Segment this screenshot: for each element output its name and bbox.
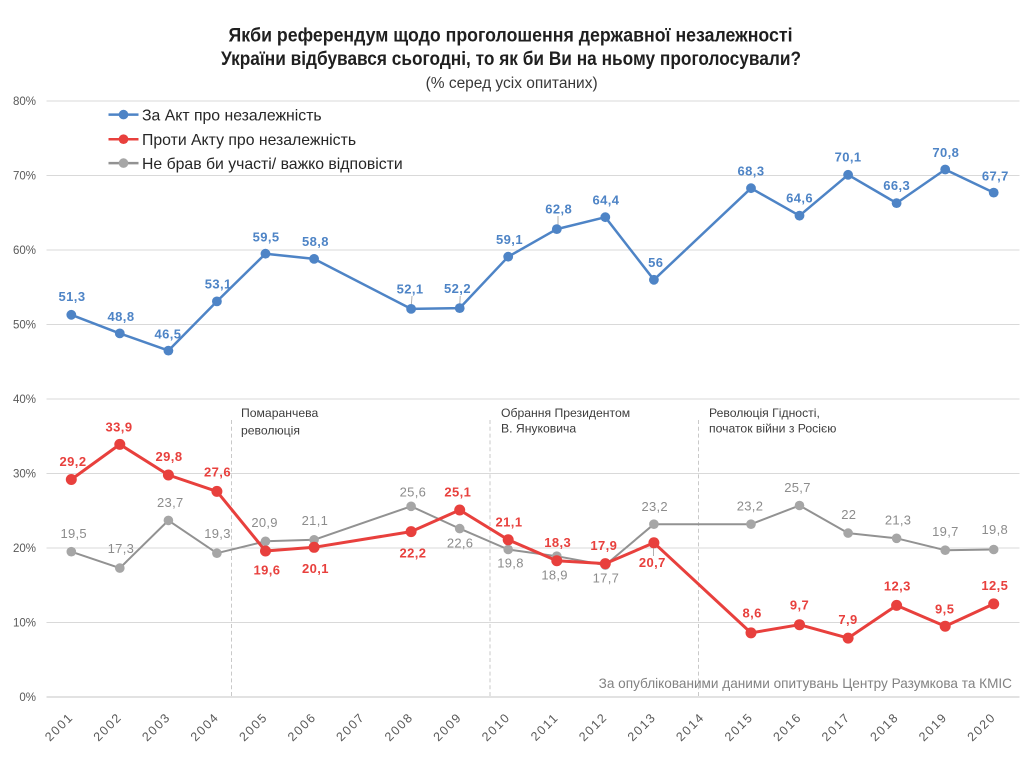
svg-text:22,2: 22,2 bbox=[399, 545, 426, 560]
svg-text:23,7: 23,7 bbox=[157, 495, 184, 510]
svg-text:20,7: 20,7 bbox=[639, 555, 666, 570]
svg-text:За опублікованими даними опиту: За опублікованими даними опитувань Центр… bbox=[599, 676, 1013, 691]
svg-text:21,1: 21,1 bbox=[302, 513, 329, 528]
svg-text:12,5: 12,5 bbox=[981, 578, 1008, 593]
svg-text:В. Януковича: В. Януковича bbox=[501, 422, 576, 436]
svg-text:Помаранчева: Помаранчева bbox=[241, 406, 318, 420]
svg-text:Революція Гідності,: Революція Гідності, bbox=[709, 406, 820, 420]
svg-text:68,3: 68,3 bbox=[738, 163, 765, 178]
svg-text:17,7: 17,7 bbox=[593, 571, 620, 586]
svg-text:20,9: 20,9 bbox=[251, 515, 278, 530]
svg-text:58,8: 58,8 bbox=[302, 234, 329, 249]
svg-text:18,3: 18,3 bbox=[544, 535, 571, 550]
svg-text:Не брав би участі/ важко відпо: Не брав би участі/ важко відповісти bbox=[142, 156, 403, 173]
svg-text:17,3: 17,3 bbox=[108, 541, 135, 556]
svg-text:19,6: 19,6 bbox=[253, 562, 280, 577]
svg-text:80%: 80% bbox=[13, 96, 36, 108]
svg-text:29,8: 29,8 bbox=[156, 449, 183, 464]
svg-text:70,8: 70,8 bbox=[932, 145, 959, 160]
svg-text:21,1: 21,1 bbox=[496, 515, 523, 530]
svg-text:62,8: 62,8 bbox=[545, 201, 572, 216]
svg-text:12,3: 12,3 bbox=[884, 579, 911, 594]
svg-text:21,3: 21,3 bbox=[885, 513, 912, 528]
svg-text:17,9: 17,9 bbox=[590, 538, 617, 553]
svg-text:23,2: 23,2 bbox=[737, 499, 764, 514]
svg-text:30%: 30% bbox=[13, 469, 36, 481]
svg-text:За Акт про незалежність: За Акт про незалежність bbox=[142, 107, 322, 124]
svg-text:64,6: 64,6 bbox=[786, 191, 813, 206]
svg-text:59,5: 59,5 bbox=[253, 229, 280, 244]
svg-text:53,1: 53,1 bbox=[205, 276, 232, 291]
svg-text:50%: 50% bbox=[13, 320, 36, 332]
svg-text:48,8: 48,8 bbox=[108, 309, 135, 324]
svg-text:25,7: 25,7 bbox=[784, 480, 811, 495]
svg-text:19,8: 19,8 bbox=[982, 522, 1009, 537]
svg-text:33,9: 33,9 bbox=[106, 420, 133, 435]
svg-text:25,6: 25,6 bbox=[400, 485, 427, 500]
svg-text:Обрання Президентом: Обрання Президентом bbox=[501, 406, 630, 420]
svg-text:56: 56 bbox=[648, 255, 663, 270]
svg-text:67,7: 67,7 bbox=[982, 168, 1009, 183]
svg-text:66,3: 66,3 bbox=[883, 178, 910, 193]
svg-text:19,5: 19,5 bbox=[60, 526, 87, 541]
svg-text:20%: 20% bbox=[13, 543, 36, 555]
svg-text:7,9: 7,9 bbox=[838, 612, 857, 627]
svg-text:52,2: 52,2 bbox=[444, 281, 471, 296]
svg-text:60%: 60% bbox=[13, 245, 36, 257]
svg-text:29,2: 29,2 bbox=[60, 454, 87, 469]
svg-text:59,1: 59,1 bbox=[496, 232, 523, 247]
svg-text:України відбувався сьогодні, т: України відбувався сьогодні, то як би Ви… bbox=[221, 49, 801, 70]
svg-text:23,2: 23,2 bbox=[641, 499, 668, 514]
svg-text:20,1: 20,1 bbox=[302, 561, 329, 576]
svg-text:Якби референдум щодо проголоше: Якби референдум щодо проголошення держав… bbox=[229, 25, 793, 46]
svg-text:19,7: 19,7 bbox=[932, 524, 959, 539]
svg-text:9,7: 9,7 bbox=[790, 598, 809, 613]
svg-text:19,8: 19,8 bbox=[497, 556, 524, 571]
svg-text:46,5: 46,5 bbox=[154, 327, 181, 342]
svg-text:18,9: 18,9 bbox=[541, 567, 568, 582]
svg-text:70,1: 70,1 bbox=[835, 150, 862, 165]
svg-text:22,6: 22,6 bbox=[447, 536, 474, 551]
svg-text:Проти Акту про незалежність: Проти Акту про незалежність bbox=[142, 132, 356, 149]
svg-text:64,4: 64,4 bbox=[592, 193, 619, 208]
svg-text:0%: 0% bbox=[19, 692, 36, 704]
svg-text:25,1: 25,1 bbox=[444, 485, 471, 500]
svg-text:52,1: 52,1 bbox=[397, 282, 424, 297]
svg-text:19,3: 19,3 bbox=[204, 526, 231, 541]
svg-text:70%: 70% bbox=[13, 171, 36, 183]
svg-text:9,5: 9,5 bbox=[935, 601, 954, 616]
svg-text:8,6: 8,6 bbox=[742, 605, 761, 620]
svg-text:40%: 40% bbox=[13, 394, 36, 406]
svg-text:51,3: 51,3 bbox=[59, 289, 86, 304]
svg-text:22: 22 bbox=[841, 507, 856, 522]
svg-text:(% серед усіх опитаних): (% серед усіх опитаних) bbox=[426, 75, 598, 92]
svg-text:10%: 10% bbox=[13, 618, 36, 630]
svg-text:революція: революція bbox=[241, 424, 300, 438]
svg-text:початок війни з Росією: початок війни з Росією bbox=[709, 422, 836, 436]
svg-text:27,6: 27,6 bbox=[204, 465, 231, 480]
